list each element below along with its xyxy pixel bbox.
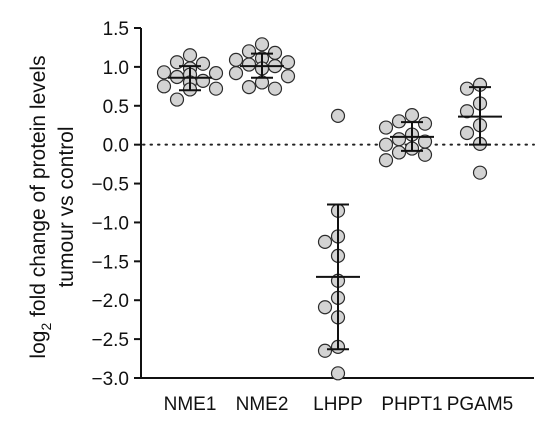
data-point [391, 132, 407, 147]
points-layer [156, 37, 488, 381]
y-tick-label: 1.0 [103, 58, 129, 79]
data-point [459, 81, 475, 96]
data-point [378, 137, 394, 152]
data-point [317, 234, 333, 249]
data-point [241, 44, 257, 59]
y-tick-label: 0.5 [103, 97, 129, 118]
data-point [404, 108, 420, 123]
data-point [280, 55, 296, 70]
data-point [330, 108, 346, 123]
y-axis-title-rest: fold change of protein levels [27, 55, 50, 322]
category-label: NME1 [164, 394, 217, 415]
data-point [378, 153, 394, 168]
data-point [156, 65, 172, 80]
category-label: NME2 [236, 394, 289, 415]
data-point [169, 92, 185, 107]
data-point [459, 104, 475, 119]
data-point [330, 366, 346, 381]
data-point [378, 120, 394, 135]
y-axis-title: log2 fold change of protein levels tumou… [27, 55, 78, 358]
y-tick-label: −3.0 [91, 369, 129, 390]
y-tick-label: −0.5 [91, 175, 129, 196]
y-tick-label: 0.0 [103, 136, 129, 157]
data-point [459, 125, 475, 141]
category-label: LHPP [313, 394, 363, 415]
y-tick-label: 1.5 [103, 19, 129, 40]
data-point [195, 73, 211, 88]
data-point [228, 66, 244, 81]
data-point [267, 81, 283, 96]
y-axis-title-prefix: log [27, 331, 50, 359]
y-tick-label: −1.0 [91, 213, 129, 234]
data-point [208, 81, 224, 96]
labels-layer: NME1 NME2 LHPP PHPT1 PGAM5 [164, 394, 514, 415]
data-point [317, 300, 333, 315]
category-label: PGAM5 [447, 394, 514, 415]
y-axis-title-subscript: 2 [38, 323, 54, 331]
data-point [241, 80, 257, 95]
data-point [391, 145, 407, 160]
y-axis-title-line-1: log2 fold change of protein levels [27, 55, 54, 358]
y-tick-label: −2.5 [91, 330, 129, 351]
data-point [254, 37, 270, 52]
y-tick-label: −1.5 [91, 252, 129, 273]
data-point [317, 343, 333, 358]
data-point [228, 52, 244, 67]
y-axis-title-line-2: tumour vs control [55, 126, 78, 287]
data-point [280, 69, 296, 84]
data-point [417, 116, 433, 131]
data-point [195, 56, 211, 71]
data-point [182, 48, 198, 63]
y-tick-label: −2.0 [91, 291, 129, 312]
error-bars-layer [168, 52, 502, 351]
axes: 1.5 1.0 0.5 0.0 −0.5 −1.0 −1.5 −2.0 −2.5 −3.0 [91, 19, 534, 390]
data-point [208, 66, 224, 81]
data-point [156, 79, 172, 94]
category-label: PHPT1 [381, 394, 442, 415]
data-point [241, 57, 257, 72]
data-point [472, 165, 488, 180]
